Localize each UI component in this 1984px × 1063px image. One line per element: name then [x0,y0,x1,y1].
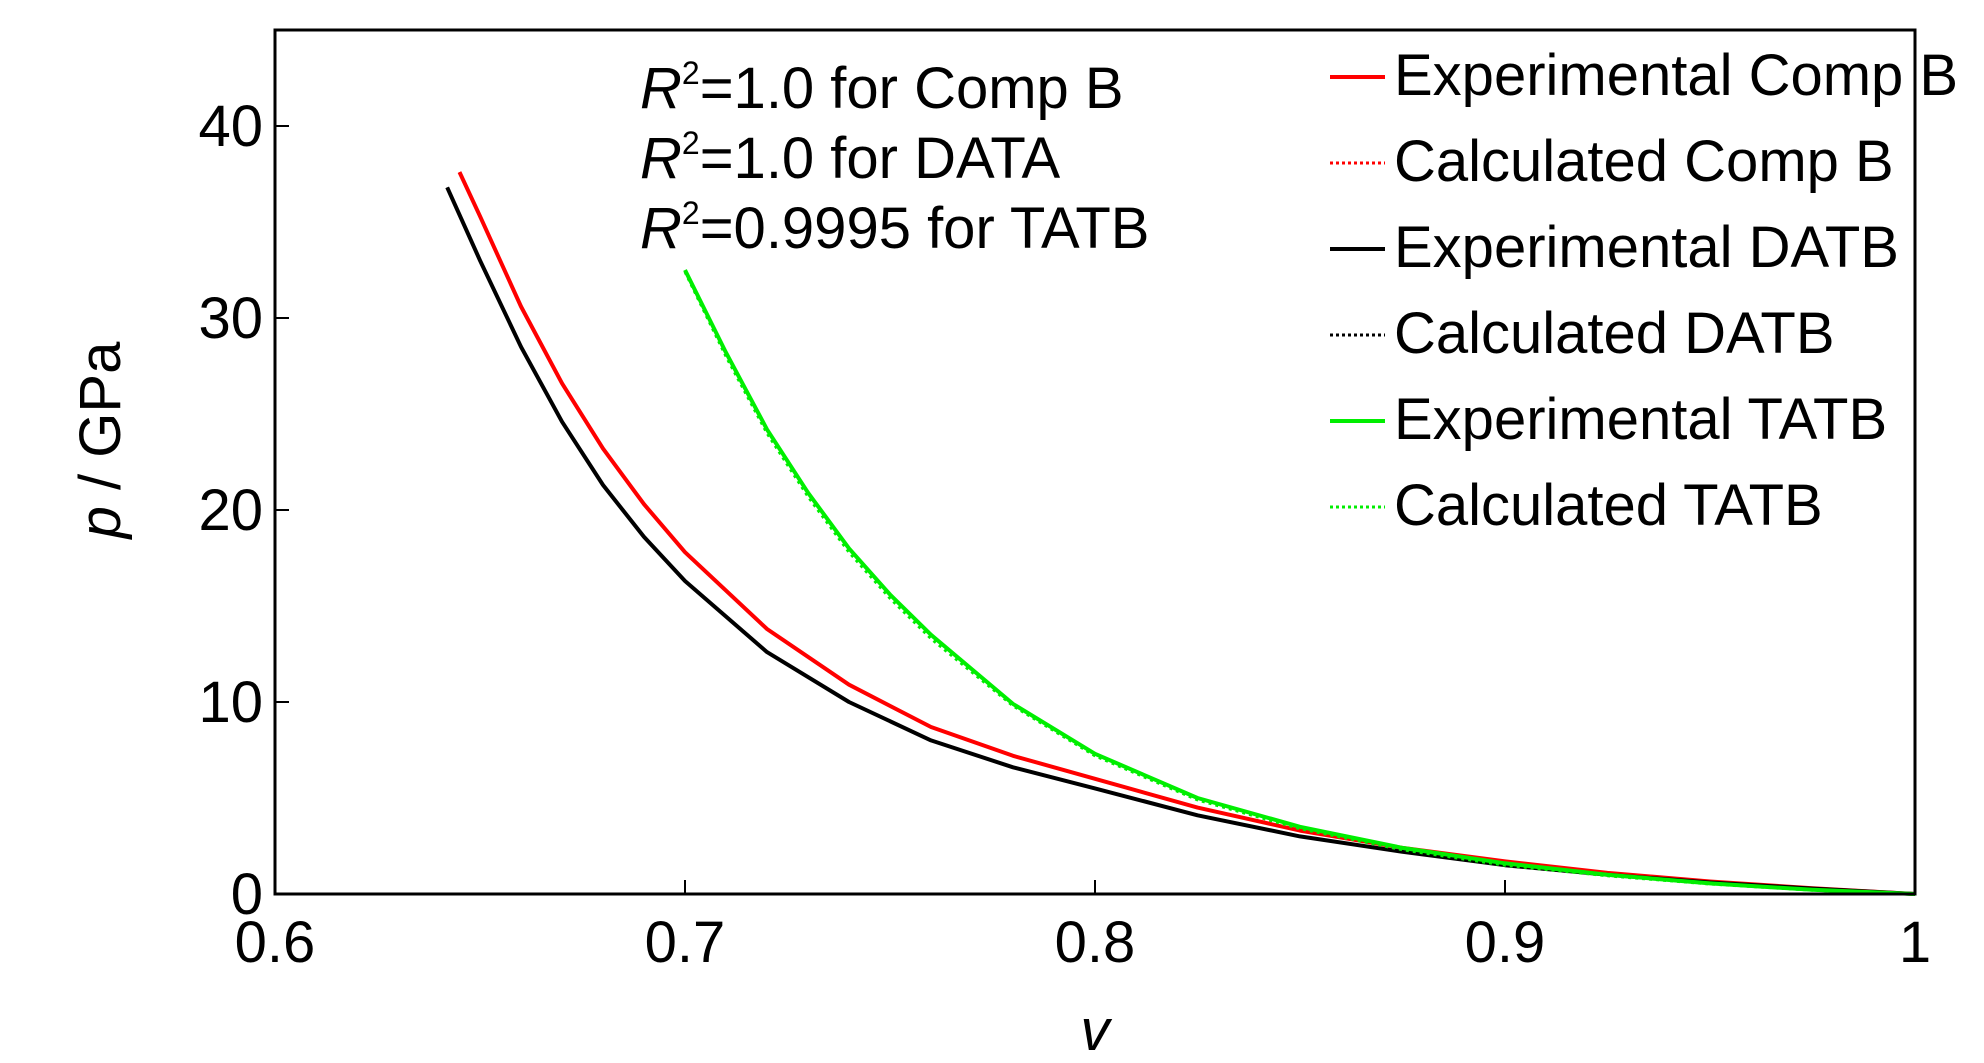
y-tick-label: 30 [198,286,263,351]
r-squared-annotation: R2=1.0 for DATA [640,125,1060,191]
legend-label: Experimental Comp B [1394,43,1958,108]
series-line-2 [445,186,1916,896]
annotations: R2=1.0 for Comp BR2=1.0 for DATAR2=0.999… [640,55,1149,261]
series-line-5 [683,271,1916,896]
legend-label: Experimental TATB [1394,387,1887,452]
legend-label: Calculated Comp B [1394,129,1894,194]
series-line-4 [683,269,1916,896]
series-line-1 [458,171,1916,896]
legend-label: Experimental DATB [1394,215,1899,280]
legend-label: Calculated TATB [1394,473,1823,538]
x-tick-label: 0.8 [1055,910,1136,975]
r-squared-annotation: R2=1.0 for Comp B [640,55,1124,121]
x-tick-label: 0.9 [1465,910,1546,975]
legend: Experimental Comp B Calculated Comp B Expe… [1330,43,1958,538]
y-tick-label: 40 [198,94,263,159]
series-layer [445,171,1916,896]
legend-label: Calculated DATB [1394,301,1835,366]
x-tick-label: 0.7 [645,910,726,975]
x-axis-label: v [1081,998,1113,1063]
y-tick-label: 10 [198,670,263,735]
y-tick-label: 0 [231,862,263,927]
x-tick-label: 0.6 [235,910,316,975]
r-squared-annotation: R2=0.9995 for TATB [640,195,1149,261]
series-line-3 [445,186,1916,896]
x-tick-label: 1 [1899,910,1931,975]
y-axis-label: p / GPa [68,341,133,540]
y-tick-label: 20 [198,478,263,543]
